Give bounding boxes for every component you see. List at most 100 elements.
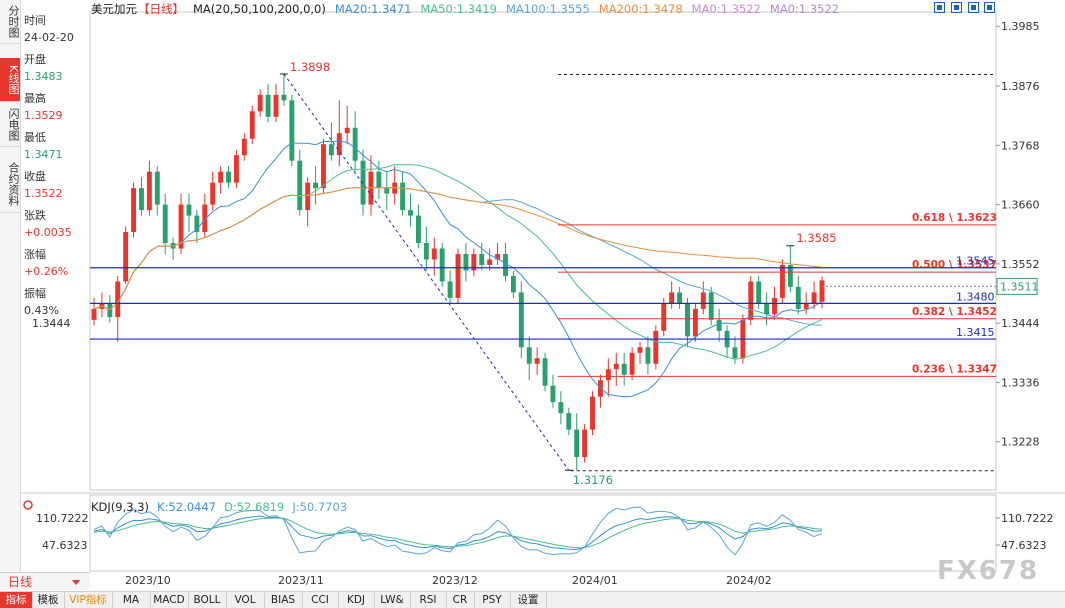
- candle[interactable]: [803, 303, 809, 309]
- candle[interactable]: [423, 243, 429, 260]
- candle[interactable]: [510, 275, 516, 293]
- candle[interactable]: [795, 286, 801, 309]
- candle[interactable]: [194, 215, 200, 233]
- candle[interactable]: [218, 171, 224, 183]
- candle[interactable]: [281, 94, 287, 101]
- tab-psy[interactable]: PSY: [474, 592, 511, 608]
- candle[interactable]: [257, 94, 263, 112]
- candle[interactable]: [582, 429, 588, 458]
- candle[interactable]: [178, 204, 184, 249]
- candle[interactable]: [289, 100, 295, 161]
- candle[interactable]: [376, 171, 382, 189]
- expand-icon[interactable]: [984, 2, 995, 13]
- candle[interactable]: [748, 281, 754, 320]
- candle[interactable]: [154, 171, 160, 205]
- candle[interactable]: [819, 280, 825, 302]
- candle[interactable]: [692, 308, 698, 337]
- candle[interactable]: [400, 182, 406, 211]
- candle[interactable]: [779, 264, 785, 298]
- tab-vol[interactable]: VOL: [226, 592, 265, 608]
- tab-rsi[interactable]: RSI: [410, 592, 447, 608]
- chart-canvas[interactable]: 1.3985 1.3876 1.3768 1.3660 1.3552 1.3444 1.33…: [0, 0, 1065, 592]
- candle[interactable]: [233, 155, 239, 183]
- candle[interactable]: [408, 210, 413, 216]
- candle[interactable]: [392, 182, 398, 194]
- tab-ma[interactable]: MA: [112, 592, 151, 608]
- candle[interactable]: [115, 281, 121, 318]
- candle[interactable]: [415, 215, 421, 244]
- zoom-in-icon[interactable]: [934, 2, 945, 13]
- tab-contract-info[interactable]: 合约资料: [0, 155, 20, 213]
- tab-settings[interactable]: 设置: [510, 592, 547, 608]
- candle[interactable]: [677, 292, 683, 304]
- candle[interactable]: [368, 171, 374, 205]
- candle[interactable]: [91, 308, 97, 320]
- tab-boll[interactable]: BOLL: [188, 592, 227, 608]
- candle[interactable]: [629, 352, 635, 375]
- period-selector[interactable]: 日线: [0, 572, 90, 590]
- candle[interactable]: [653, 330, 659, 364]
- candle[interactable]: [447, 281, 453, 298]
- tab-cci[interactable]: CCI: [302, 592, 339, 608]
- candle[interactable]: [661, 303, 667, 331]
- candle[interactable]: [621, 363, 627, 375]
- candle[interactable]: [344, 127, 350, 134]
- candle[interactable]: [637, 347, 643, 353]
- tab-flash-chart[interactable]: 闪电图: [0, 103, 20, 147]
- candle[interactable]: [186, 204, 192, 216]
- candle[interactable]: [534, 358, 540, 364]
- candle[interactable]: [265, 94, 271, 117]
- ma-settings-label[interactable]: MA(20,50,100,200,0,0): [193, 2, 326, 16]
- candle[interactable]: [756, 281, 762, 304]
- candle[interactable]: [605, 369, 611, 381]
- candle[interactable]: [471, 254, 477, 271]
- tab-kdj[interactable]: KDJ: [338, 592, 375, 608]
- tab-vip[interactable]: VIP指标: [64, 592, 113, 608]
- candle[interactable]: [487, 259, 493, 265]
- candle[interactable]: [352, 127, 358, 161]
- candle[interactable]: [297, 160, 303, 211]
- candle[interactable]: [685, 303, 690, 337]
- candle[interactable]: [669, 292, 675, 304]
- candle[interactable]: [146, 171, 152, 211]
- tab-cr[interactable]: CR: [446, 592, 475, 608]
- kdj-settings-icon[interactable]: [23, 500, 33, 510]
- candle[interactable]: [305, 182, 311, 211]
- candle[interactable]: [336, 133, 342, 156]
- candle[interactable]: [139, 188, 144, 211]
- tab-macd[interactable]: MACD: [150, 592, 189, 608]
- tab-indicator[interactable]: 指标: [0, 592, 33, 608]
- grid-icon[interactable]: [968, 2, 979, 13]
- candle[interactable]: [550, 385, 556, 403]
- candle[interactable]: [518, 292, 524, 348]
- candle[interactable]: [241, 138, 247, 156]
- candle[interactable]: [162, 204, 168, 244]
- candle[interactable]: [526, 347, 532, 364]
- candle[interactable]: [732, 347, 738, 359]
- candle[interactable]: [764, 303, 770, 315]
- kdj-title[interactable]: KDJ(9,3,3): [91, 500, 150, 514]
- candle[interactable]: [202, 204, 208, 233]
- candle[interactable]: [463, 254, 469, 271]
- candle[interactable]: [787, 264, 793, 287]
- candle[interactable]: [590, 396, 595, 430]
- candle[interactable]: [328, 144, 334, 156]
- candle[interactable]: [131, 188, 137, 233]
- tab-timeshare[interactable]: 分时图: [0, 0, 20, 44]
- candle[interactable]: [566, 413, 572, 430]
- candle[interactable]: [249, 111, 255, 139]
- candle[interactable]: [210, 182, 216, 205]
- candle[interactable]: [708, 292, 714, 320]
- candle[interactable]: [811, 292, 817, 304]
- tab-template[interactable]: 模板: [32, 592, 65, 608]
- candle[interactable]: [613, 363, 619, 370]
- candle[interactable]: [716, 319, 722, 331]
- candle[interactable]: [455, 254, 461, 298]
- candle[interactable]: [700, 292, 706, 309]
- candle[interactable]: [384, 188, 390, 194]
- tab-kline[interactable]: K线图: [0, 58, 20, 102]
- candle[interactable]: [321, 144, 326, 189]
- tab-bias[interactable]: BIAS: [264, 592, 303, 608]
- candle[interactable]: [574, 429, 580, 458]
- candle[interactable]: [558, 402, 564, 414]
